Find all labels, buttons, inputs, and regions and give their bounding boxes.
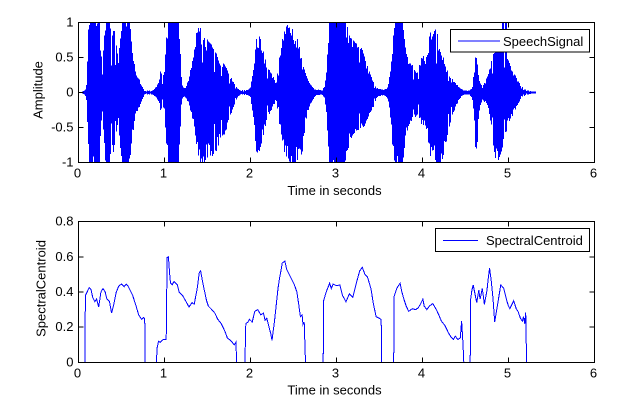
svg-text:SpeechSignal: SpeechSignal <box>503 34 583 49</box>
svg-text:0.2: 0.2 <box>55 319 73 334</box>
svg-text:1: 1 <box>160 366 167 381</box>
svg-text:2: 2 <box>246 366 253 381</box>
svg-text:1: 1 <box>66 15 73 30</box>
svg-text:Time in seconds: Time in seconds <box>287 383 382 398</box>
svg-text:Time in seconds: Time in seconds <box>287 183 382 198</box>
svg-text:6: 6 <box>590 366 597 381</box>
svg-text:3: 3 <box>332 366 339 381</box>
svg-text:0: 0 <box>74 366 81 381</box>
svg-text:0.5: 0.5 <box>55 50 73 65</box>
svg-text:0.4: 0.4 <box>55 284 73 299</box>
svg-text:0.6: 0.6 <box>55 249 73 264</box>
svg-text:0: 0 <box>66 355 73 370</box>
svg-text:-1: -1 <box>62 155 74 170</box>
svg-text:1: 1 <box>160 166 167 181</box>
svg-text:-0.5: -0.5 <box>51 120 73 135</box>
svg-text:0: 0 <box>74 166 81 181</box>
svg-text:6: 6 <box>590 166 597 181</box>
svg-text:Amplitude: Amplitude <box>31 61 46 119</box>
svg-text:3: 3 <box>332 166 339 181</box>
svg-text:5: 5 <box>504 366 511 381</box>
svg-text:4: 4 <box>418 366 425 381</box>
svg-text:0: 0 <box>66 85 73 100</box>
svg-text:SpectralCentroid: SpectralCentroid <box>34 240 49 337</box>
svg-text:4: 4 <box>418 166 425 181</box>
svg-text:0.8: 0.8 <box>55 214 73 229</box>
svg-text:SpectralCentroid: SpectralCentroid <box>486 233 583 248</box>
svg-text:2: 2 <box>246 166 253 181</box>
svg-text:5: 5 <box>504 166 511 181</box>
